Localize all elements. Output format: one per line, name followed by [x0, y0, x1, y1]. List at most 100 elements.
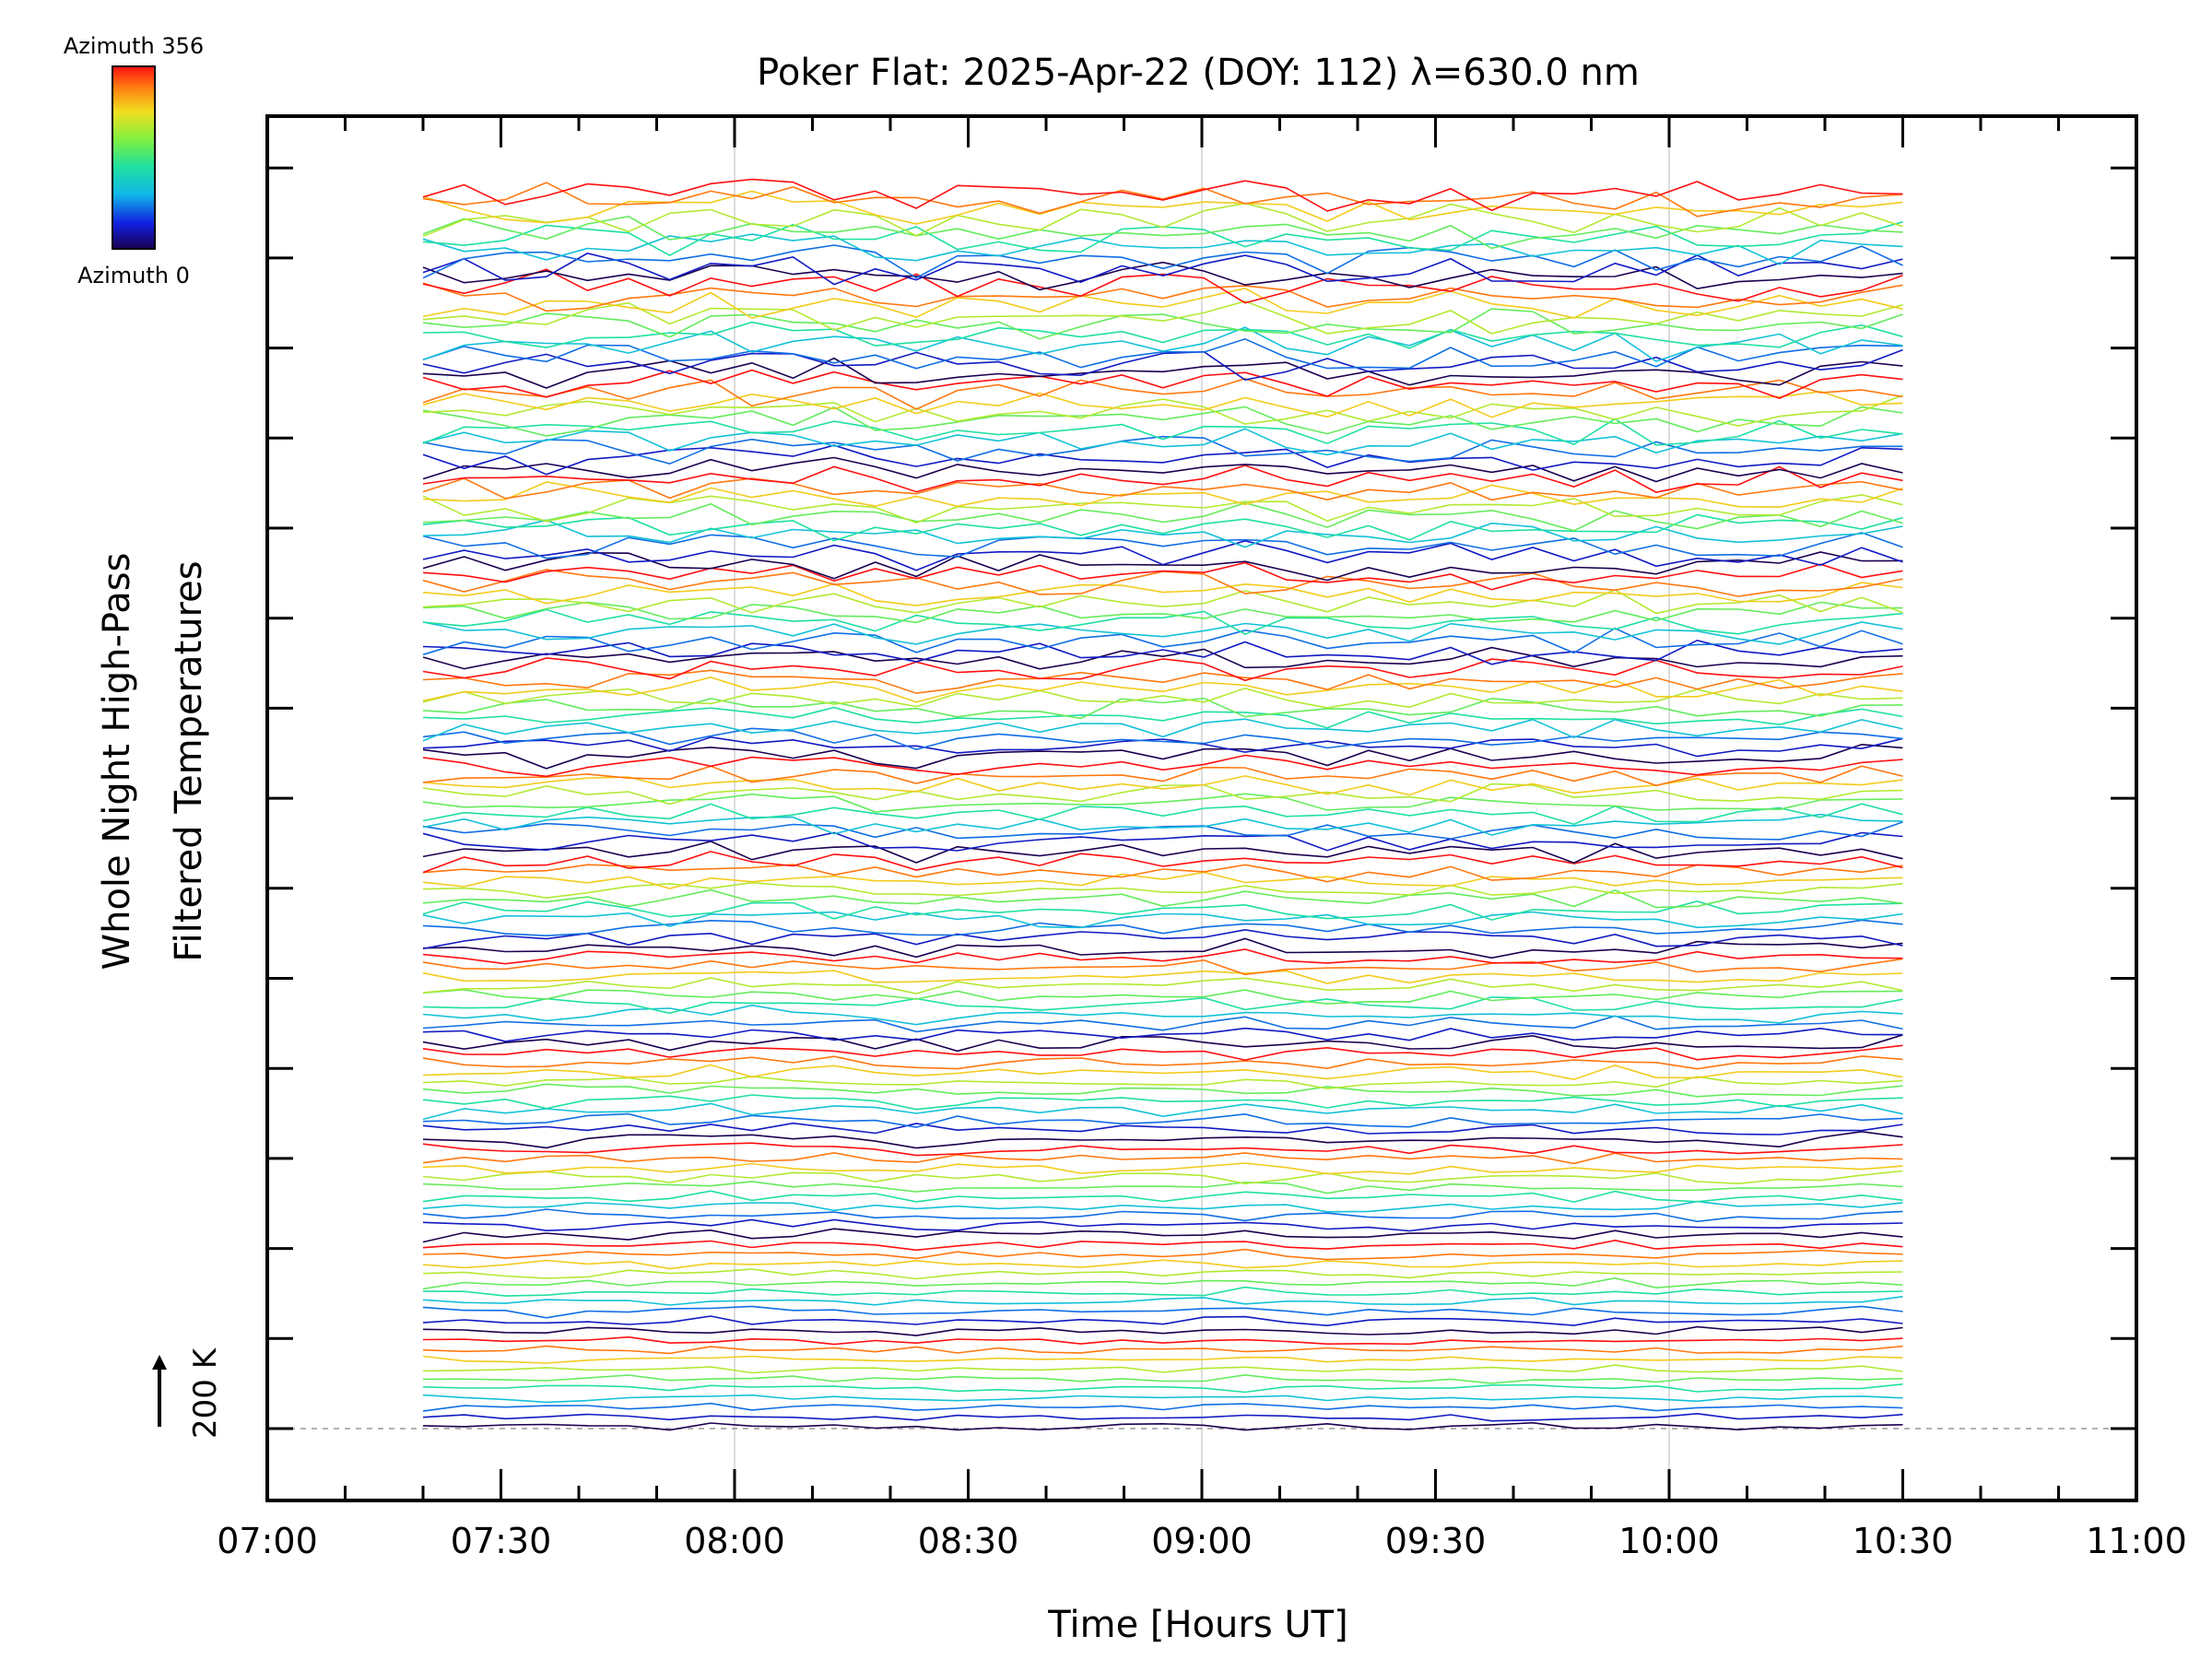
x-tick-label: 10:30 [1853, 1521, 1954, 1561]
series-line [422, 444, 1903, 476]
series-line [422, 252, 1903, 286]
series-line [422, 1335, 1903, 1346]
series-line [422, 1383, 1903, 1394]
series-line [422, 988, 1903, 1005]
scale-bar-label: 200 K [187, 1347, 224, 1439]
series-line [422, 937, 1903, 959]
series-line [422, 1296, 1903, 1306]
series-line [422, 1268, 1903, 1280]
series-line [422, 871, 1903, 889]
x-axis-label: Time [Hours UT] [1047, 1604, 1347, 1646]
series-line [422, 1412, 1903, 1422]
series-line [422, 687, 1903, 709]
series-line [422, 519, 1903, 548]
series-line [422, 864, 1903, 883]
series-line [422, 1345, 1903, 1355]
series-line [422, 743, 1903, 770]
series-line [422, 888, 1903, 909]
series-line [422, 326, 1903, 362]
y-axis-label-line2: Filtered Temperatures [168, 560, 210, 961]
series-line [422, 1218, 1903, 1232]
series-line [422, 754, 1903, 778]
series-line [422, 646, 1903, 670]
series-line [422, 1083, 1903, 1098]
series-line [422, 369, 1903, 399]
series-line [422, 1364, 1903, 1374]
x-tick-label: 08:00 [684, 1521, 785, 1561]
series-line [422, 406, 1903, 437]
series-line [422, 821, 1903, 841]
series-line [422, 1004, 1903, 1026]
series-line [422, 501, 1903, 532]
x-tick-label: 09:30 [1385, 1521, 1487, 1561]
series-line [422, 1034, 1903, 1053]
series-line [422, 394, 1903, 427]
series-line [422, 481, 1903, 509]
series-line [422, 202, 1903, 238]
series-line [422, 1239, 1903, 1252]
series-line [422, 1421, 1903, 1431]
x-tick-label: 10:00 [1618, 1521, 1720, 1561]
series-line [422, 1055, 1903, 1070]
series-line [422, 996, 1903, 1015]
series-line [422, 1130, 1903, 1149]
series-line [422, 1015, 1903, 1033]
series-line [422, 851, 1903, 874]
colorbar-bottom-label: Azimuth 0 [77, 263, 190, 288]
colorbar-gradient [112, 65, 156, 250]
series-line [422, 765, 1903, 787]
chart-title: Poker Flat: 2025-Apr-22 (DOY: 112) λ=630… [757, 52, 1640, 94]
series-line [422, 513, 1903, 542]
series-line [422, 919, 1903, 937]
series-line [422, 418, 1903, 446]
series-line [422, 669, 1903, 694]
series-line [422, 390, 1903, 418]
series-line [422, 1112, 1903, 1128]
series-line [422, 348, 1903, 381]
series-line [422, 532, 1903, 559]
series-line [422, 727, 1903, 751]
series-line [422, 706, 1903, 729]
series-line [422, 1373, 1903, 1384]
series-line [422, 216, 1903, 250]
x-tick-label: 07:00 [217, 1521, 318, 1561]
series-traces [422, 178, 1903, 1431]
series-line [422, 676, 1903, 703]
series-line [422, 948, 1903, 965]
series-line [422, 657, 1903, 682]
series-line [422, 1102, 1903, 1121]
series-line [422, 782, 1903, 806]
colorbar-top-label: Azimuth 356 [64, 33, 204, 59]
series-line [422, 928, 1903, 950]
series-line [422, 539, 1903, 571]
series-line [422, 582, 1903, 606]
series-line [422, 1259, 1903, 1270]
series-line [422, 831, 1903, 852]
series-line [422, 561, 1903, 591]
series-line [422, 621, 1903, 645]
series-line [422, 178, 1903, 212]
series-line [422, 900, 1903, 921]
x-tick-label: 11:00 [2086, 1521, 2187, 1561]
series-line [422, 378, 1903, 410]
series-line [422, 697, 1903, 720]
series-line [422, 803, 1903, 826]
series-line [422, 970, 1903, 984]
x-tick-label: 07:30 [451, 1521, 552, 1561]
series-line [422, 1325, 1903, 1336]
series-line [422, 1190, 1903, 1203]
scale-bar-arrow-head [152, 1355, 167, 1370]
series-line [422, 608, 1903, 635]
series-line [422, 1394, 1903, 1404]
series-line [422, 1315, 1903, 1327]
series-line [422, 881, 1903, 900]
series-line [422, 589, 1903, 615]
series-line [422, 1142, 1903, 1157]
series-line [422, 1181, 1903, 1194]
x-tick-labels: 07:00 07:30 08:00 08:30 09:00 09:30 10:00 10:30… [217, 1521, 2187, 1561]
series-line [422, 300, 1903, 335]
series-line [422, 233, 1903, 265]
series-line [422, 1094, 1903, 1111]
colorbar: Azimuth 356 Azimuth 0 [64, 33, 204, 288]
